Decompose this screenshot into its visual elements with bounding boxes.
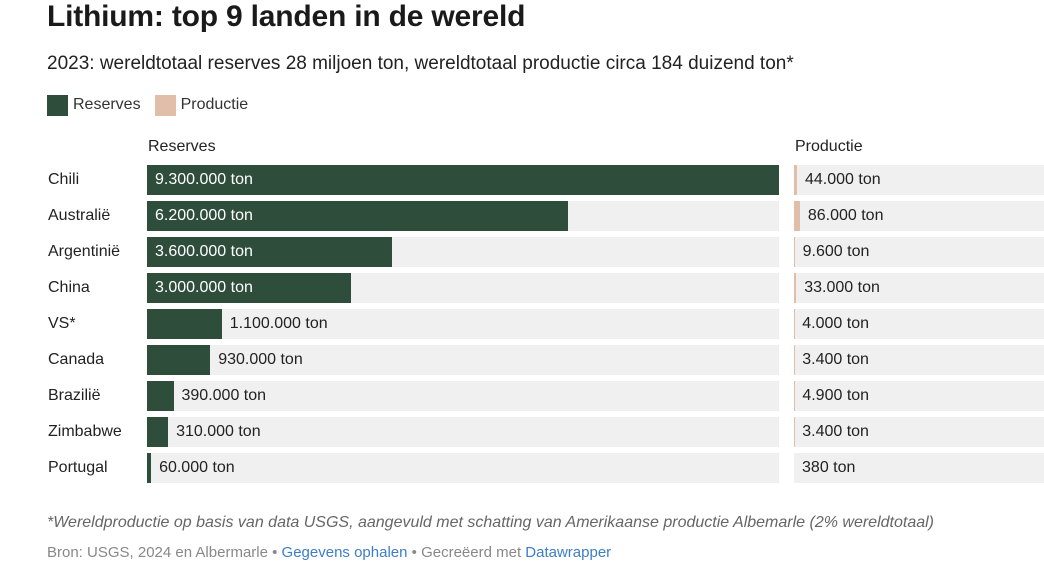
reserves-value-label: 310.000 ton: [176, 423, 261, 440]
legend-item-productie: Productie: [154, 94, 249, 116]
productie-track: [794, 381, 1044, 411]
productie-value-label: 3.400 ton: [802, 351, 869, 368]
productie-value-label: 9.600 ton: [802, 243, 870, 260]
source-text: Bron: USGS, 2024 en Albermarle •: [47, 544, 282, 561]
reserves-track: [147, 417, 779, 447]
country-label: China: [48, 279, 90, 296]
country-label: Portugal: [48, 459, 108, 476]
productie-value-label: 4.000 ton: [802, 315, 869, 332]
reserves-bar: [147, 273, 351, 303]
reserves-track: [147, 309, 779, 339]
reserves-value-label: 9.300.000 ton: [155, 171, 253, 188]
reserves-bar: [147, 345, 211, 375]
reserves-track: [147, 453, 779, 483]
productie-track: [794, 273, 1044, 303]
bar-chart: Chili 9.300.000 ton 44.000 ton Australië 6.2…: [48, 165, 1044, 483]
productie-track: [794, 345, 1044, 375]
productie-value-label: 86.000 ton: [807, 207, 884, 224]
country-label: Chili: [48, 171, 80, 188]
reserves-track: [147, 345, 779, 375]
reserves-value-label: 390.000 ton: [181, 387, 267, 404]
country-label: Brazilië: [48, 387, 101, 404]
country-label: Canada: [48, 351, 105, 368]
legend-swatch-productie: [154, 94, 176, 116]
productie-value-label: 4.900 ton: [802, 387, 870, 404]
reserves-value-label: 930.000 ton: [218, 351, 303, 368]
chart-title: Lithium: top 9 landen in de wereld: [47, 0, 526, 33]
productie-value-label: 380 ton: [802, 459, 856, 476]
legend: Reserves Productie: [47, 94, 262, 116]
reserves-value-label: 3.000.000 ton: [155, 279, 253, 296]
reserves-value-label: 3.600.000 ton: [155, 243, 253, 260]
reserves-bar: [147, 309, 222, 339]
country-label: Argentinië: [48, 243, 121, 260]
reserves-bar: [147, 201, 569, 231]
productie-track: [794, 417, 1044, 447]
productie-value-label: 3.400 ton: [802, 423, 869, 440]
column-header-reserves: Reserves: [148, 138, 216, 155]
productie-track: [794, 453, 1044, 483]
reserves-track: [147, 381, 779, 411]
reserves-value-label: 6.200.000 ton: [155, 207, 253, 224]
productie-bar: [794, 273, 797, 303]
productie-track: [794, 237, 1044, 267]
legend-item-reserves: Reserves: [47, 94, 141, 116]
productie-bar: [794, 237, 795, 267]
reserves-bar: [147, 381, 174, 411]
legend-swatch-reserves: [47, 94, 68, 116]
reserves-bar: [147, 417, 169, 447]
chart-subtitle: 2023: wereldtotaal reserves 28 miljoen t…: [47, 53, 794, 74]
reserves-bar: [147, 165, 779, 195]
productie-track: [794, 201, 1044, 231]
productie-bar: [794, 165, 797, 195]
reserves-value-label: 60.000 ton: [159, 459, 235, 476]
productie-track: [794, 309, 1044, 339]
get-data-link[interactable]: Gegevens ophalen: [281, 544, 408, 561]
source-created-with: • Gecreëerd met: [407, 544, 526, 561]
country-label: Australië: [48, 207, 111, 224]
reserves-bar: [147, 237, 392, 267]
country-label: VS*: [48, 315, 76, 332]
productie-value-label: 33.000 ton: [804, 279, 880, 296]
productie-track: [794, 165, 1044, 195]
productie-bar: [794, 201, 800, 231]
footnote: *Wereldproductie op basis van data USGS,…: [47, 514, 934, 531]
reserves-bar: [147, 453, 152, 483]
reserves-value-label: 1.100.000 ton: [229, 315, 328, 332]
source-line: Bron: USGS, 2024 en Albermarle • Gegeven…: [47, 544, 611, 561]
legend-label-reserves: Reserves: [73, 96, 141, 113]
column-header-productie: Productie: [795, 138, 863, 155]
datawrapper-link[interactable]: Datawrapper: [525, 544, 612, 561]
legend-label-productie: Productie: [180, 96, 249, 113]
productie-value-label: 44.000 ton: [804, 171, 881, 188]
country-label: Zimbabwe: [48, 423, 122, 440]
